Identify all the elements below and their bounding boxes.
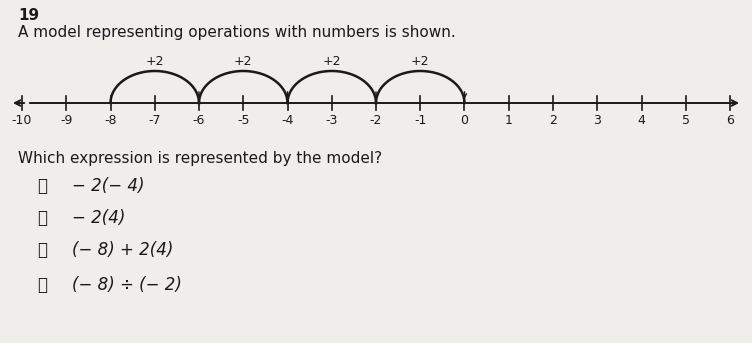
Text: -4: -4 — [281, 114, 294, 127]
Text: +2: +2 — [145, 55, 164, 68]
Text: -8: -8 — [105, 114, 117, 127]
Text: +2: +2 — [411, 55, 429, 68]
Text: 2: 2 — [549, 114, 557, 127]
Text: 3: 3 — [593, 114, 601, 127]
Text: -9: -9 — [60, 114, 72, 127]
Text: -1: -1 — [414, 114, 426, 127]
Text: − 2(4): − 2(4) — [72, 209, 126, 227]
Text: -5: -5 — [237, 114, 250, 127]
Text: 6: 6 — [726, 114, 734, 127]
Text: -10: -10 — [12, 114, 32, 127]
Text: 4: 4 — [638, 114, 645, 127]
Text: Which expression is represented by the model?: Which expression is represented by the m… — [18, 151, 382, 166]
Text: 19: 19 — [18, 8, 39, 23]
Text: 5: 5 — [682, 114, 690, 127]
Text: -3: -3 — [326, 114, 338, 127]
Text: − 2(− 4): − 2(− 4) — [72, 177, 144, 195]
Text: (− 8) + 2(4): (− 8) + 2(4) — [72, 241, 174, 259]
Text: A model representing operations with numbers is shown.: A model representing operations with num… — [18, 25, 456, 40]
Text: 1: 1 — [505, 114, 513, 127]
Text: +2: +2 — [323, 55, 341, 68]
Text: (− 8) ÷ (− 2): (− 8) ÷ (− 2) — [72, 276, 182, 294]
Text: -6: -6 — [193, 114, 205, 127]
Text: Ⓑ: Ⓑ — [37, 209, 47, 227]
Text: 0: 0 — [460, 114, 468, 127]
Text: -2: -2 — [370, 114, 382, 127]
Text: Ⓒ: Ⓒ — [37, 241, 47, 259]
Text: Ⓓ: Ⓓ — [37, 276, 47, 294]
Text: Ⓐ: Ⓐ — [37, 177, 47, 195]
Text: +2: +2 — [234, 55, 253, 68]
Text: -7: -7 — [148, 114, 161, 127]
